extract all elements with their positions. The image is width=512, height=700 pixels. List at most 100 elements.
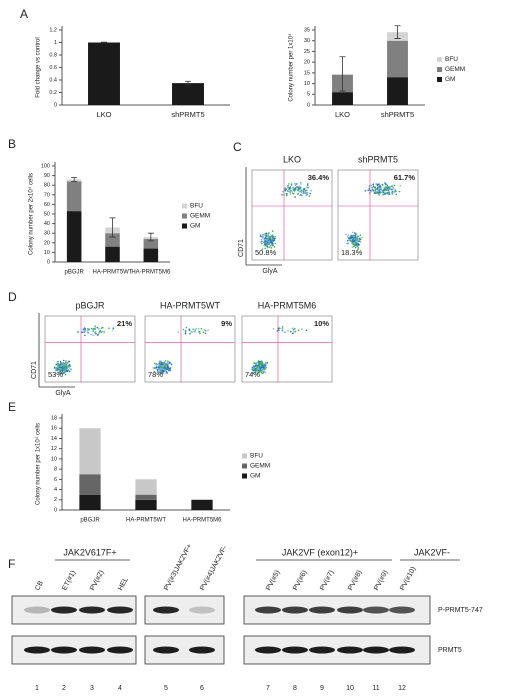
- event-dot: [351, 246, 354, 248]
- event-dot: [264, 232, 267, 235]
- event-dot: [65, 370, 68, 373]
- event-dot: [294, 327, 296, 330]
- event-dot: [57, 360, 59, 363]
- legend-label: GM: [445, 76, 455, 83]
- event-dot: [170, 363, 173, 366]
- event-dot: [84, 334, 86, 337]
- y-axis-label: Fold change vs control: [36, 37, 42, 97]
- event-dot: [83, 329, 86, 332]
- bar-segment: [105, 246, 120, 262]
- event-dot: [92, 334, 94, 337]
- event-dot: [62, 359, 65, 362]
- event-dot: [274, 242, 277, 245]
- event-dot: [287, 190, 289, 192]
- quadrant-percent: 50.8%: [255, 248, 277, 257]
- event-dot: [346, 236, 349, 238]
- event-dot: [393, 184, 396, 187]
- blot-band: [189, 606, 215, 614]
- event-dot: [377, 189, 380, 192]
- event-dot: [167, 360, 169, 362]
- group-label: JAK2VF-: [414, 547, 450, 557]
- y-tick-label: 2: [54, 497, 57, 503]
- event-dot: [260, 361, 262, 364]
- event-dot: [57, 366, 60, 369]
- event-dot: [67, 366, 69, 368]
- error-bar: [109, 217, 116, 238]
- event-dot: [62, 363, 65, 366]
- y-tick-label: 5: [307, 92, 310, 98]
- event-dot: [381, 184, 384, 186]
- blot-band: [153, 646, 179, 654]
- event-dot: [94, 325, 96, 327]
- event-dot: [354, 234, 356, 237]
- event-dot: [153, 370, 156, 373]
- event-dot: [370, 184, 373, 187]
- event-dot: [382, 189, 385, 192]
- y-tick-label: 0: [307, 102, 310, 108]
- event-dot: [270, 247, 272, 249]
- lane-number: 7: [266, 685, 270, 692]
- event-dot: [261, 240, 264, 243]
- event-dot: [272, 235, 274, 238]
- legend-label: GM: [250, 473, 260, 480]
- quadrant-percent: 53%: [48, 370, 63, 379]
- event-dot: [268, 232, 270, 234]
- event-dot: [298, 187, 300, 190]
- event-dot: [287, 186, 289, 189]
- event-dot: [98, 332, 100, 334]
- group-label: JAK2V617F+: [63, 547, 116, 557]
- event-dot: [372, 183, 375, 185]
- event-dot: [290, 182, 293, 184]
- y-tick-label: 1: [54, 40, 57, 46]
- event-dot: [202, 331, 205, 334]
- event-dot: [284, 189, 287, 192]
- error-bar: [185, 80, 191, 86]
- bar-segment: [79, 494, 101, 510]
- blot-band: [363, 606, 389, 614]
- event-dot: [278, 327, 281, 330]
- bar: [172, 83, 204, 105]
- event-dot: [262, 235, 265, 238]
- event-dot: [277, 329, 280, 332]
- event-dot: [354, 236, 357, 239]
- event-dot: [290, 187, 292, 190]
- legend-label: BFU: [250, 453, 263, 460]
- event-dot: [266, 237, 269, 240]
- quadrant-percent: 36.4%: [308, 173, 330, 182]
- event-dot: [284, 331, 287, 333]
- quadrant-percent: 61.7%: [394, 173, 416, 182]
- event-dot: [355, 245, 358, 248]
- x-tick-label: HA-PRMT5WT: [126, 518, 166, 524]
- lane-number: 5: [164, 685, 168, 692]
- event-dot: [159, 365, 161, 368]
- event-dot: [94, 331, 97, 333]
- event-dot: [165, 362, 167, 365]
- legend-swatch: [437, 77, 442, 82]
- event-dot: [189, 332, 191, 335]
- group-label: JAK2VF (exon12)+: [282, 547, 358, 557]
- event-dot: [305, 329, 308, 332]
- event-dot: [59, 366, 61, 369]
- event-dot: [60, 367, 62, 370]
- event-dot: [265, 242, 268, 245]
- event-dot: [264, 364, 267, 366]
- event-dot: [352, 238, 355, 240]
- event-dot: [203, 328, 206, 331]
- event-dot: [266, 362, 269, 364]
- event-dot: [281, 328, 284, 330]
- event-dot: [384, 186, 386, 189]
- event-dot: [371, 186, 373, 189]
- y-axis-label: Colony number per 2x10⁴ cells: [28, 173, 35, 255]
- event-dot: [259, 233, 262, 236]
- event-dot: [57, 362, 59, 365]
- event-dot: [359, 241, 362, 243]
- bar-segment: [191, 499, 213, 510]
- event-dot: [264, 371, 267, 374]
- legend-label: GEMM: [445, 66, 465, 73]
- event-dot: [296, 183, 298, 185]
- event-dot: [259, 365, 262, 367]
- event-dot: [204, 332, 207, 335]
- event-dot: [305, 192, 307, 195]
- event-dot: [357, 235, 360, 238]
- event-dot: [95, 332, 97, 335]
